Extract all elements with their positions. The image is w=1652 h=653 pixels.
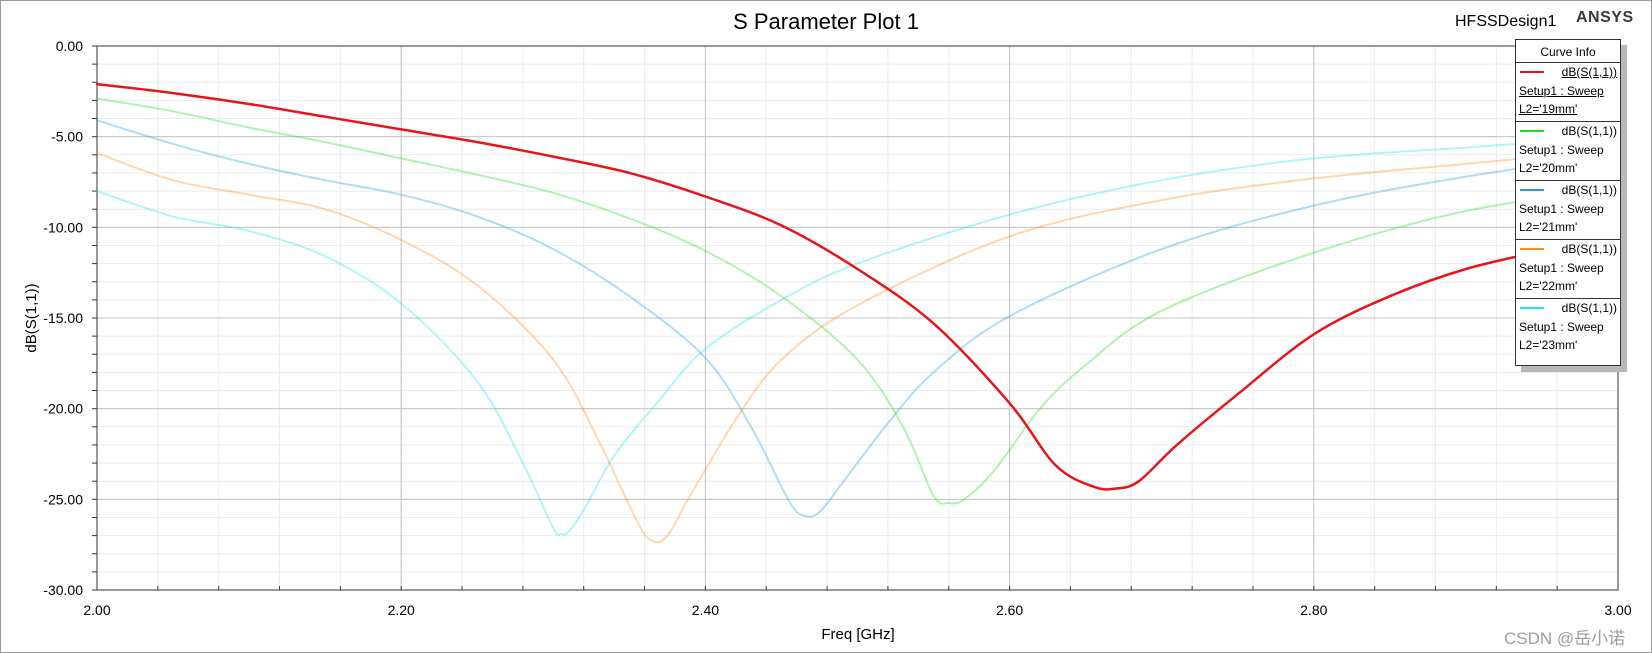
legend-item-name: dB(S(1,1))	[1561, 124, 1617, 138]
x-tick-label: 2.40	[692, 602, 719, 618]
y-tick-label: -20.00	[43, 401, 83, 417]
legend-swatch	[1520, 307, 1544, 309]
brand-logo: ANSYS	[1576, 9, 1634, 26]
watermark: CSDN @岳小诺	[1504, 629, 1626, 648]
x-tick-label: 2.80	[1300, 602, 1327, 618]
legend-item-setup: Setup1 : Sweep	[1519, 84, 1604, 98]
legend-item-setup: Setup1 : Sweep	[1519, 261, 1604, 275]
x-tick-label: 2.20	[388, 602, 415, 618]
legend-title: Curve Info	[1516, 40, 1620, 63]
curve-info-legend[interactable]: Curve Info dB(S(1,1)) Setup1 : Sweep L2='1…	[1515, 39, 1621, 366]
legend-item-setup: Setup1 : Sweep	[1519, 143, 1604, 157]
axis-labels: Freq [GHz] dB(S(1,1))	[23, 283, 895, 643]
y-tick-label: -25.00	[43, 491, 83, 507]
grid	[96, 45, 1619, 591]
series-line-1[interactable]	[96, 148, 1619, 544]
x-axis-label: Freq [GHz]	[821, 626, 894, 643]
x-tick-label: 2.60	[996, 602, 1023, 618]
legend-item-variable: L2='19mm'	[1519, 102, 1578, 116]
series-layer	[95, 82, 1620, 544]
x-tick-label: 2.00	[83, 602, 110, 618]
design-name: HFSSDesign1	[1455, 13, 1557, 30]
legend-item-name: dB(S(1,1))	[1561, 183, 1617, 197]
legend-item[interactable]: dB(S(1,1)) Setup1 : Sweep L2='21mm'	[1516, 181, 1620, 240]
legend-item-setup: Setup1 : Sweep	[1519, 202, 1604, 216]
legend-item-name: dB(S(1,1))	[1561, 242, 1617, 256]
legend-item-setup: Setup1 : Sweep	[1519, 320, 1604, 334]
legend-swatch	[1520, 71, 1544, 73]
y-tick-label: -15.00	[43, 310, 83, 326]
legend-swatch	[1520, 130, 1544, 132]
page-title: S Parameter Plot 1	[733, 9, 919, 34]
axes: 2.00 2.20 2.40 2.60 2.80 3.00 0.00 -5.00 -10.00 -…	[43, 38, 1632, 618]
series-line-3[interactable]	[96, 97, 1619, 505]
legend-item[interactable]: dB(S(1,1)) Setup1 : Sweep L2='20mm'	[1516, 122, 1620, 181]
legend-item[interactable]: dB(S(1,1)) Setup1 : Sweep L2='22mm'	[1516, 240, 1620, 299]
series-line-2[interactable]	[96, 119, 1619, 518]
legend-swatch	[1520, 189, 1544, 191]
y-tick-label: 0.00	[56, 38, 83, 54]
legend-swatch	[1520, 248, 1544, 250]
y-tick-label: -10.00	[43, 219, 83, 235]
legend-item-variable: L2='20mm'	[1519, 161, 1578, 175]
series-line-0[interactable]	[96, 135, 1619, 537]
x-tick-label: 3.00	[1604, 602, 1631, 618]
series-line-4[interactable]	[95, 82, 1620, 491]
legend-item-variable: L2='23mm'	[1519, 338, 1578, 352]
y-tick-label: -5.00	[51, 129, 83, 145]
legend-item-name: dB(S(1,1))	[1561, 301, 1617, 315]
legend-item[interactable]: dB(S(1,1)) Setup1 : Sweep L2='23mm'	[1516, 299, 1620, 358]
legend-item-variable: L2='21mm'	[1519, 220, 1578, 234]
y-tick-label: -30.00	[43, 582, 83, 598]
legend-item-variable: L2='22mm'	[1519, 279, 1578, 293]
legend-item[interactable]: dB(S(1,1)) Setup1 : Sweep L2='19mm'	[1516, 63, 1620, 122]
legend-item-name: dB(S(1,1))	[1561, 65, 1617, 79]
y-axis-label: dB(S(1,1))	[23, 283, 40, 352]
